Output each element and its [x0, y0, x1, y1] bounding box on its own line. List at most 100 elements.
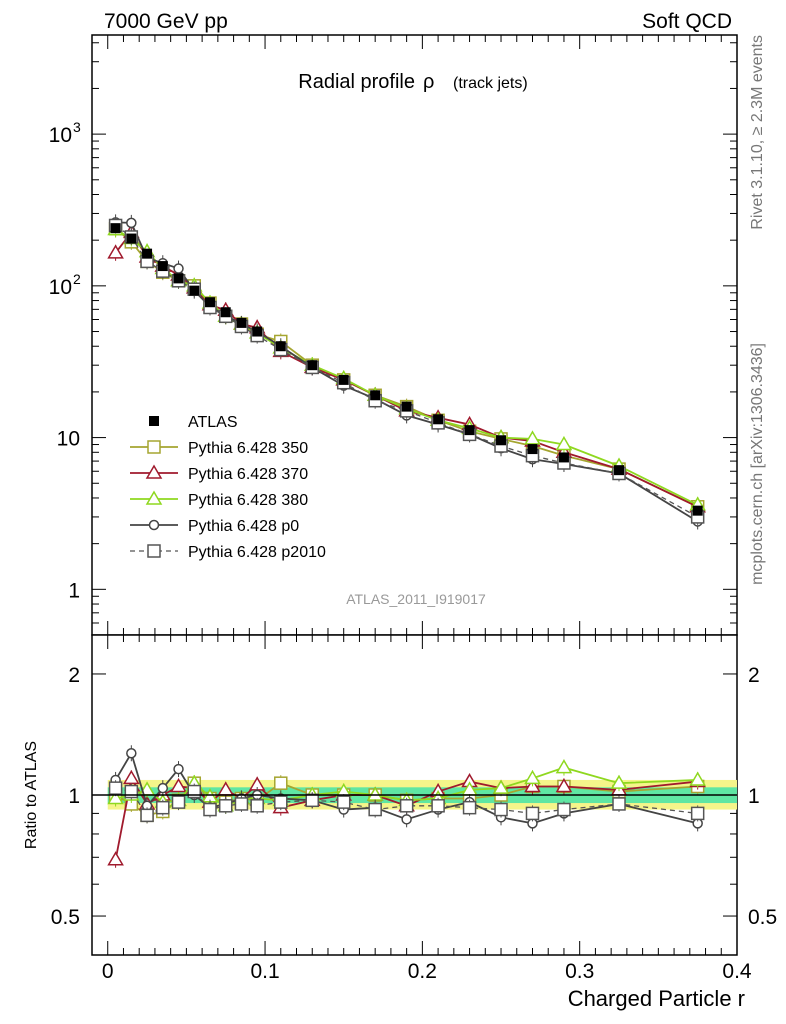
- legend-marker: [145, 490, 163, 505]
- y-tick-label: 10: [49, 124, 72, 147]
- atlas-data-point: [110, 223, 121, 234]
- legend-marker: [147, 440, 161, 454]
- legend-label: Pythia 6.428 p2010: [188, 544, 326, 561]
- ratio-point: [250, 799, 264, 813]
- x-tick-label: 0.1: [250, 960, 279, 983]
- data-point: [126, 217, 137, 229]
- ratio-y-tick-label-left: 2: [68, 664, 80, 687]
- atlas-data-point: [692, 505, 703, 516]
- ratio-point: [690, 806, 705, 821]
- atlas-data-point: [220, 307, 231, 318]
- ratio-point: [368, 802, 382, 817]
- atlas-data-point: [370, 390, 381, 401]
- y-tick-label-exponent: 2: [73, 271, 81, 287]
- main-series-atlas: [110, 223, 703, 516]
- main-series-group: [107, 214, 706, 530]
- ratio-point: [170, 777, 187, 793]
- data-point: [173, 263, 184, 274]
- ratio-point: [525, 806, 540, 821]
- ratio-point: [171, 795, 186, 809]
- legend-label: Pythia 6.428 350: [188, 440, 308, 457]
- chart-title-suffix: (track jets): [453, 75, 528, 92]
- ratio-point: [401, 814, 412, 825]
- legend-item-4: Pythia 6.428 p2010: [130, 544, 326, 561]
- atlas-data-point: [157, 261, 168, 272]
- atlas-data-point: [433, 414, 444, 425]
- ratio-point: [557, 802, 571, 817]
- ratio-point: [462, 800, 477, 815]
- ratio-point: [218, 799, 233, 813]
- ratio-point: [274, 795, 288, 809]
- ratio-point: [305, 793, 319, 808]
- ratio-series-line: [115, 766, 698, 807]
- ratio-point: [126, 748, 137, 759]
- atlas-data-point: [307, 360, 318, 371]
- ratio-point: [431, 799, 445, 813]
- legend-label: Pythia 6.428 380: [188, 492, 308, 509]
- ratio-point: [612, 797, 626, 811]
- legend-marker: [145, 464, 163, 479]
- ratio-point: [524, 769, 541, 785]
- atlas-data-point: [558, 452, 569, 463]
- ratio-point: [157, 782, 169, 794]
- ratio-y-tick-labels: 0.5 0.5 1 1 2 2: [51, 664, 777, 929]
- legend-item-0: Pythia 6.428 350: [130, 440, 308, 457]
- legend-label: ATLAS: [188, 414, 238, 431]
- atlas-data-point: [401, 401, 412, 412]
- atlas-data-point: [126, 233, 137, 244]
- data-point: [524, 430, 541, 445]
- x-tick-label: 0.3: [565, 960, 594, 983]
- ratio-point: [107, 790, 124, 805]
- header-left-label: 7000 GeV pp: [104, 10, 228, 33]
- ratio-point: [689, 771, 706, 786]
- ratio-point: [140, 808, 154, 823]
- y-tick-label: 1: [68, 579, 80, 602]
- rivet-label: Rivet 3.1.10, ≥ 2.3M events: [749, 35, 766, 230]
- ratio-point: [156, 800, 170, 815]
- ratio-point: [234, 797, 249, 811]
- series-line: [114, 230, 699, 508]
- legend-label: Pythia 6.428 370: [188, 466, 308, 483]
- y-tick-label-exponent: 3: [73, 119, 81, 135]
- ratio-point: [494, 802, 508, 817]
- legend-item-1: Pythia 6.428 370: [130, 464, 308, 483]
- atlas-data-point: [527, 444, 538, 455]
- analysis-id-label: ATLAS_2011_I919017: [346, 591, 486, 607]
- legend-marker: [147, 544, 161, 558]
- ratio-series-line: [115, 787, 698, 817]
- ratio-point: [107, 851, 124, 866]
- atlas-data-point: [173, 273, 184, 284]
- x-tick-label: 0.4: [722, 960, 752, 983]
- series-line: [115, 221, 699, 523]
- ratio-point: [203, 802, 217, 817]
- y-tick-label: 10: [49, 276, 72, 299]
- legend-label: Pythia 6.428 p0: [188, 518, 299, 535]
- legend: ATLAS Pythia 6.428 350 Pythia 6.428 370 Pyt…: [130, 414, 326, 561]
- legend-marker: [149, 416, 159, 426]
- ratio-point: [173, 763, 184, 775]
- ratio-panel: 0.5 0.51 12 2 0 0.1 0.2 0.3 0.4 Ratio to ATLAS …: [23, 634, 777, 1011]
- ratio-y-tick-label-right: 0.5: [748, 906, 777, 929]
- ratio-point: [336, 795, 351, 809]
- y-tick-label: 10: [57, 428, 80, 451]
- data-point: [107, 244, 124, 259]
- header-right-label: Soft QCD: [642, 10, 732, 33]
- legend-marker: [148, 519, 160, 531]
- main-panel-frame: [91, 34, 738, 636]
- ratio-series-4: [108, 780, 705, 824]
- ratio-point: [555, 777, 573, 793]
- atlas-data-point: [338, 374, 349, 385]
- x-axis-label: Charged Particle r: [568, 986, 745, 1011]
- ratio-point: [123, 769, 140, 785]
- ratio-y-tick-label-left: 1: [68, 785, 80, 808]
- atlas-data-point: [236, 317, 247, 328]
- atlas-data-point: [189, 285, 200, 296]
- ratio-point: [108, 781, 123, 795]
- ratio-y-axis-label: Ratio to ATLAS: [23, 741, 40, 849]
- x-tick-labels: 0 0.1 0.2 0.3 0.4: [102, 960, 752, 983]
- ratio-point: [555, 759, 573, 774]
- ratio-series-group: [107, 745, 706, 868]
